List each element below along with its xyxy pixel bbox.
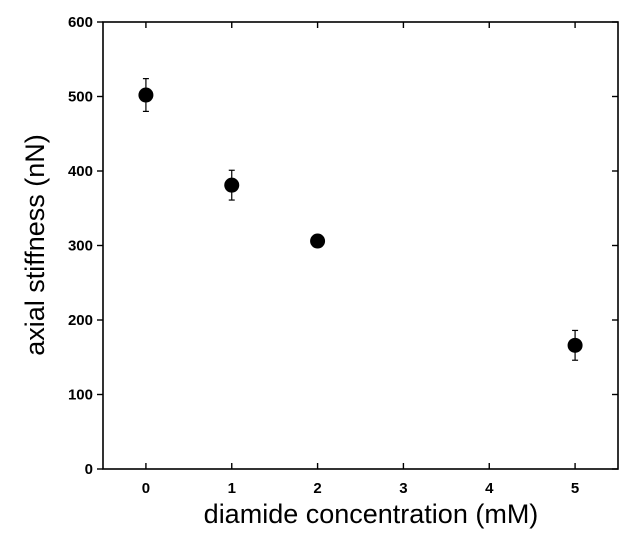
data-point-0 — [138, 87, 154, 103]
data-points — [138, 87, 583, 353]
plot-frame — [102, 21, 619, 470]
y-axis-label: axial stiffness (nN) — [20, 134, 50, 356]
data-point-3 — [567, 337, 583, 353]
y-tick-label-300: 300 — [68, 238, 93, 255]
y-tick-label-0: 0 — [85, 461, 93, 478]
y-tick-label-200: 200 — [68, 312, 93, 329]
data-point-2 — [310, 233, 326, 249]
x-tick-label-1: 1 — [228, 480, 236, 497]
x-tick-label-5: 5 — [571, 480, 579, 497]
y-tick-label-600: 600 — [68, 14, 93, 31]
x-tick-label-2: 2 — [313, 480, 321, 497]
y-tick-label-500: 500 — [68, 89, 93, 106]
error-bars — [142, 78, 579, 361]
x-tick-label-0: 0 — [142, 480, 150, 497]
x-tick-label-3: 3 — [399, 480, 407, 497]
y-tick-label-400: 400 — [68, 163, 93, 180]
x-axis-label: diamide concentration (mM) — [204, 499, 539, 529]
data-point-1 — [224, 177, 240, 193]
y-tick-label-100: 100 — [68, 387, 93, 404]
axis-ticks: 0 1 2 3 4 5 0 100 200 300 400 500 600 — [68, 14, 618, 497]
x-tick-label-4: 4 — [485, 480, 494, 497]
